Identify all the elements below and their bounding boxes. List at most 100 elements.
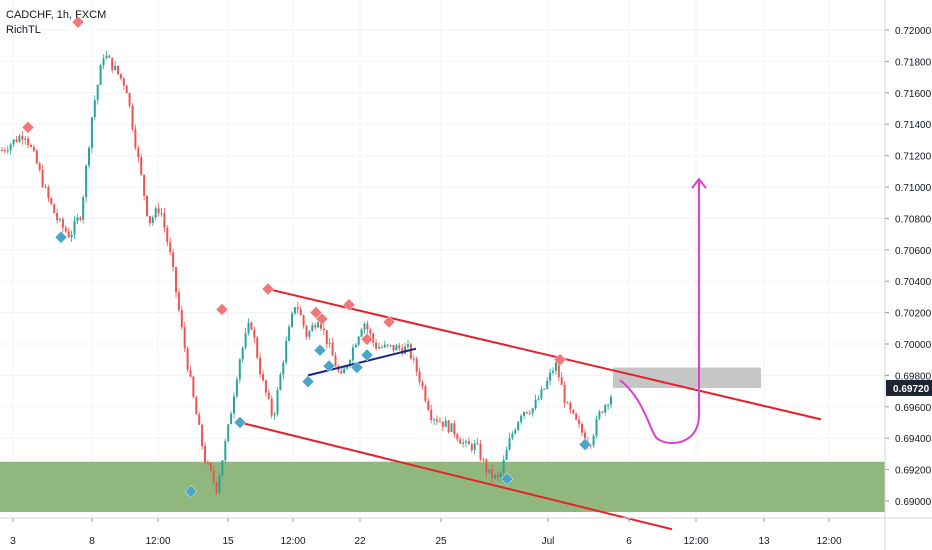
candle-body <box>340 370 343 374</box>
candle-body <box>607 404 610 406</box>
candle-body <box>409 344 412 359</box>
candle-body <box>546 380 549 389</box>
candle-body <box>21 136 24 140</box>
candle-body <box>157 208 160 213</box>
candle-body <box>250 322 253 330</box>
candle-body <box>137 147 140 158</box>
candle-body <box>334 355 337 367</box>
candle-body <box>215 481 218 493</box>
candle-body <box>572 409 575 414</box>
candle-body <box>378 346 380 349</box>
candle-body <box>241 347 244 360</box>
swing-low-marker <box>350 361 364 374</box>
candle-body <box>140 157 143 175</box>
candle-body <box>175 267 177 293</box>
candle-body <box>601 411 604 413</box>
swing-high-marker <box>342 298 356 312</box>
candle-body <box>198 414 201 425</box>
resistance-zone <box>613 367 761 388</box>
candle-body <box>305 325 308 337</box>
candle-body <box>32 146 35 151</box>
candle-body <box>186 348 189 370</box>
candle-body <box>386 344 389 346</box>
candle-body <box>18 136 21 142</box>
candle-body <box>114 65 117 71</box>
candle-body <box>462 442 465 444</box>
grid <box>0 0 885 518</box>
candle-body <box>534 399 537 409</box>
candle-body <box>369 329 372 334</box>
indicator-label[interactable]: RichTL <box>6 24 41 36</box>
last-price-badge <box>886 379 932 396</box>
candle-body <box>134 128 137 148</box>
candle-body <box>366 323 369 330</box>
x-tick-label: 12:00 <box>145 536 170 547</box>
y-tick-label: 0.70800 <box>895 214 932 225</box>
candle-body <box>192 376 195 398</box>
candle-body <box>154 208 157 218</box>
candle-body <box>430 409 433 420</box>
candle-body <box>482 459 485 461</box>
candle-body <box>270 398 273 416</box>
candle-body <box>459 439 462 444</box>
candle-body <box>285 340 288 363</box>
candle-body <box>291 313 293 327</box>
candle-body <box>540 389 543 399</box>
candle-body <box>479 443 482 460</box>
candle-body <box>201 424 204 447</box>
candle-body <box>50 198 53 205</box>
symbol-label[interactable]: CADCHF, 1h, FXCM <box>6 9 107 21</box>
swing-low-marker <box>578 438 592 451</box>
candle-body <box>117 65 119 74</box>
candle-body <box>604 404 607 413</box>
candle-body <box>177 292 180 311</box>
swing-low-marker <box>500 472 514 486</box>
candle-body <box>549 372 552 381</box>
candle-body <box>41 170 44 187</box>
y-tick-label: 0.71800 <box>895 57 932 68</box>
candle-body <box>418 371 421 382</box>
candle-body <box>276 389 279 414</box>
candle-body <box>262 374 264 381</box>
candle-body <box>595 418 598 436</box>
candle-body <box>360 329 363 337</box>
candle-body <box>566 402 569 404</box>
candle-body <box>122 78 125 86</box>
candle-body <box>125 85 128 94</box>
candle-body <box>253 329 256 338</box>
candle-body <box>131 105 134 129</box>
candle-body <box>128 93 131 106</box>
candle-body <box>357 336 360 345</box>
candle-body <box>578 419 581 425</box>
candle-body <box>302 315 305 326</box>
x-tick-label: 25 <box>435 536 447 547</box>
candle-body <box>108 55 111 58</box>
swing-low-marker <box>54 230 68 244</box>
candle-body <box>163 213 166 228</box>
candle-body <box>44 186 47 188</box>
candle-body <box>12 139 15 145</box>
candle-body <box>189 369 192 377</box>
candle-body <box>523 411 525 416</box>
swing-low-marker <box>233 416 247 429</box>
candle-body <box>543 388 546 390</box>
candle-body <box>6 150 9 152</box>
y-tick-label: 0.69200 <box>895 466 932 477</box>
candle-body <box>401 348 404 354</box>
candle-body <box>465 441 467 443</box>
candle-body <box>415 358 418 372</box>
candle-body <box>392 345 395 351</box>
candle-body <box>436 419 438 422</box>
candle-body <box>473 443 476 451</box>
candle-body <box>235 379 238 397</box>
candle-body <box>528 413 531 415</box>
candle-body <box>610 396 612 405</box>
candle-body <box>82 197 85 220</box>
candle-body <box>180 310 183 328</box>
candle-body <box>183 327 186 349</box>
swing-low-marker <box>313 343 327 357</box>
candle-body <box>56 213 59 221</box>
candle-body <box>520 415 523 422</box>
